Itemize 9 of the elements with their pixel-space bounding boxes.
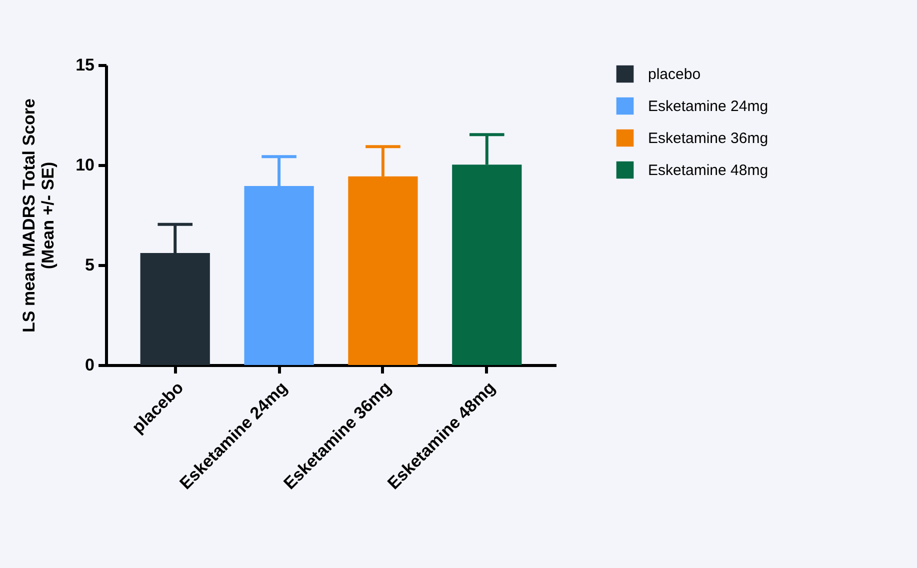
legend-label: placebo: [648, 66, 701, 83]
y-tick-label: 10: [76, 156, 94, 174]
y-tick-label: 0: [85, 356, 94, 374]
y-axis-title: LS mean MADRS Total Score (Mean +/- SE): [20, 98, 58, 332]
legend-label: Esketamine 36mg: [648, 130, 768, 147]
legend-label: Esketamine 24mg: [648, 98, 768, 115]
y-tick-label: 15: [76, 56, 94, 74]
legend-label: Esketamine 48mg: [648, 162, 768, 179]
y-tick-label: 5: [85, 256, 94, 274]
